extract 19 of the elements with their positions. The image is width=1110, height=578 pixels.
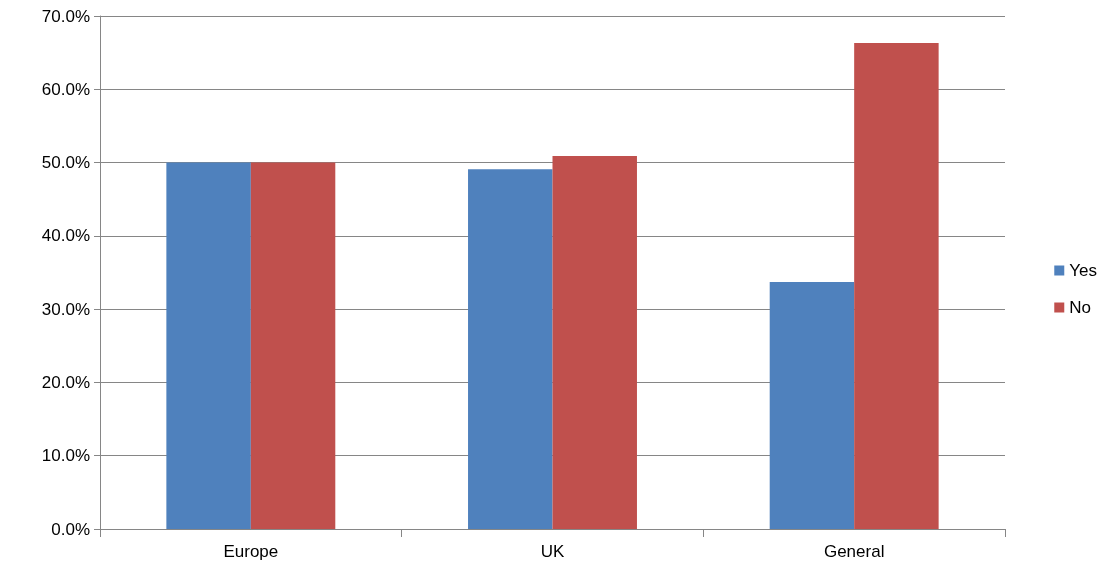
y-tick-label: 10.0% — [41, 446, 90, 466]
y-tick-label: 70.0% — [41, 6, 90, 26]
bar — [250, 162, 336, 529]
y-tick-label: 30.0% — [41, 299, 90, 319]
y-tick-label: 50.0% — [41, 153, 90, 173]
x-tick-label: General — [823, 542, 885, 561]
y-tick-label: 40.0% — [41, 226, 90, 246]
bar — [468, 169, 553, 529]
bar — [552, 155, 637, 529]
bar — [854, 43, 939, 529]
legend-label: Yes — [1069, 261, 1097, 280]
bar — [769, 282, 855, 529]
y-tick-label: 0.0% — [51, 519, 90, 539]
legend-label: No — [1069, 298, 1091, 317]
y-tick-label: 20.0% — [41, 372, 90, 392]
x-tick-label: UK — [540, 542, 565, 561]
bar — [166, 162, 251, 529]
x-tick-label: Europe — [223, 542, 279, 561]
y-tick-label: 60.0% — [41, 79, 90, 99]
